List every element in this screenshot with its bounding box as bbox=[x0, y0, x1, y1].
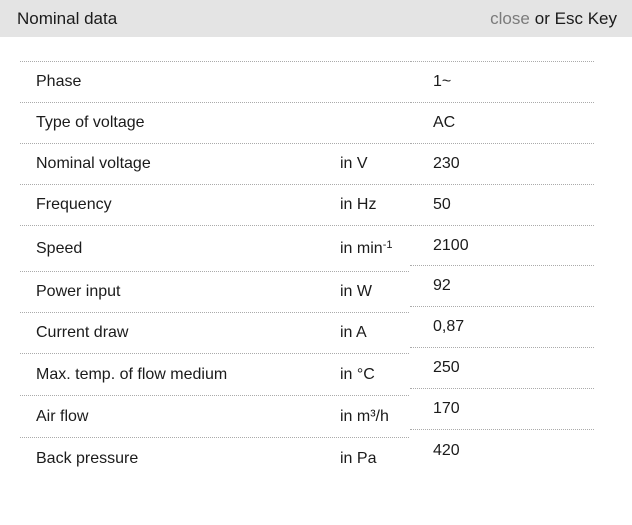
row-unit: in min-1 bbox=[340, 238, 393, 257]
row-unit: in Pa bbox=[340, 449, 377, 467]
row-label: Nominal voltage bbox=[36, 155, 151, 172]
row-label: Max. temp. of flow medium bbox=[36, 365, 228, 383]
row-unit: in m³/h bbox=[340, 407, 389, 425]
dialog-title: Nominal data bbox=[17, 8, 118, 28]
row-value: 0,87 bbox=[410, 307, 594, 348]
row-unit: in Hz bbox=[340, 196, 377, 213]
table-row: Max. temp. of flow medium in °C bbox=[20, 354, 409, 396]
row-unit: in °C bbox=[340, 365, 375, 383]
row-unit: in W bbox=[340, 283, 372, 300]
row-value: AC bbox=[410, 103, 594, 144]
table-row: Air flow in m³/h bbox=[20, 396, 409, 438]
table-row: Phase bbox=[20, 62, 409, 103]
row-value: 250 bbox=[410, 348, 594, 389]
row-label: Air flow bbox=[36, 407, 89, 425]
row-label: Frequency bbox=[36, 196, 112, 213]
nominal-data-labels-table: Phase Type of voltage Nominal voltage in… bbox=[20, 61, 409, 479]
nominal-data-values-table: 1~ AC 230 50 2100 92 0,87 250 170 420 bbox=[410, 61, 594, 471]
row-value: 420 bbox=[433, 441, 460, 459]
table-row: Power input in W bbox=[20, 272, 409, 313]
table-row: Type of voltage bbox=[20, 103, 409, 144]
row-value: 2100 bbox=[410, 226, 594, 266]
table-row: Frequency in Hz bbox=[20, 185, 409, 226]
row-value: 50 bbox=[410, 185, 594, 226]
table-row: Speed in min-1 bbox=[20, 226, 409, 272]
row-value: 92 bbox=[410, 266, 594, 307]
row-label: Back pressure bbox=[36, 449, 139, 467]
row-label: Phase bbox=[36, 73, 82, 90]
row-value: 230 bbox=[410, 144, 594, 185]
table-row: Current draw in A bbox=[20, 313, 409, 354]
row-label: Speed bbox=[36, 239, 83, 257]
row-label: Type of voltage bbox=[36, 114, 145, 131]
table-row: Nominal voltage in V bbox=[20, 144, 409, 185]
esc-key-hint: or Esc Key bbox=[534, 8, 617, 28]
nominal-data-panel: Phase Type of voltage Nominal voltage in… bbox=[0, 37, 632, 479]
row-value: 1~ bbox=[410, 62, 594, 103]
header-close-area: close or Esc Key bbox=[490, 9, 617, 29]
row-unit: in A bbox=[340, 324, 367, 341]
row-unit: in V bbox=[340, 155, 368, 172]
dialog-header: Nominal data close or Esc Key bbox=[0, 0, 632, 37]
row-label: Current draw bbox=[36, 324, 129, 341]
row-value: 170 bbox=[410, 389, 594, 430]
superscript: -1 bbox=[382, 238, 393, 251]
row-label: Power input bbox=[36, 283, 121, 300]
close-button[interactable]: close bbox=[490, 8, 530, 28]
table-row: Back pressure in Pa bbox=[20, 438, 409, 479]
